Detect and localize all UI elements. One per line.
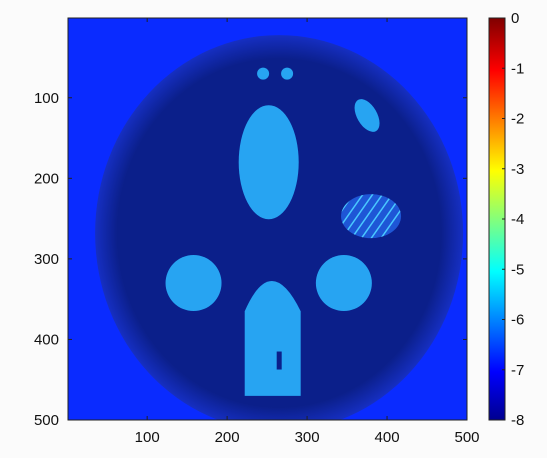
plot-frame [67, 17, 468, 421]
colorbar-tick-label: 0 [511, 10, 519, 27]
colorbar-tick-label: -7 [511, 362, 524, 379]
y-tick-label: 200 [34, 170, 59, 187]
top-dot-right [281, 67, 294, 80]
y-tick-label: 100 [34, 90, 59, 107]
colorbar-tick-label: -6 [511, 312, 524, 329]
colorbar-tick-label: -1 [511, 60, 524, 77]
y-tick-label: 300 [34, 251, 59, 268]
colorbar-axis: 0 -1 -2 -3 -4 -5 -6 -7 -8 [502, 10, 524, 429]
hatched-region [341, 194, 402, 239]
y-tick-label: 500 [34, 412, 59, 429]
colorbar-tick-label: -8 [511, 412, 524, 429]
left-circle [165, 255, 222, 312]
bottom-slot [276, 351, 282, 370]
y-axis: 100 200 300 400 500 [34, 90, 467, 429]
x-tick-label: 500 [454, 429, 479, 446]
y-tick-label: 400 [34, 331, 59, 348]
colorbar-tick-label: -2 [511, 111, 524, 128]
top-dot-left [257, 67, 270, 80]
colorbar-tick-label: -3 [511, 161, 524, 178]
colorbar-tick-label: -5 [511, 261, 524, 278]
x-tick-label: 400 [375, 429, 400, 446]
central-ellipse [238, 105, 299, 220]
right-circle [315, 255, 372, 312]
x-tick-label: 100 [135, 429, 160, 446]
x-axis: 100 200 300 400 500 [135, 18, 480, 446]
plot-area [68, 18, 467, 420]
bottom-arch [244, 281, 301, 396]
colorbar-tick-label: -4 [511, 211, 524, 228]
x-tick-label: 300 [295, 429, 320, 446]
small-ellipse [354, 99, 380, 132]
x-tick-label: 200 [215, 429, 240, 446]
